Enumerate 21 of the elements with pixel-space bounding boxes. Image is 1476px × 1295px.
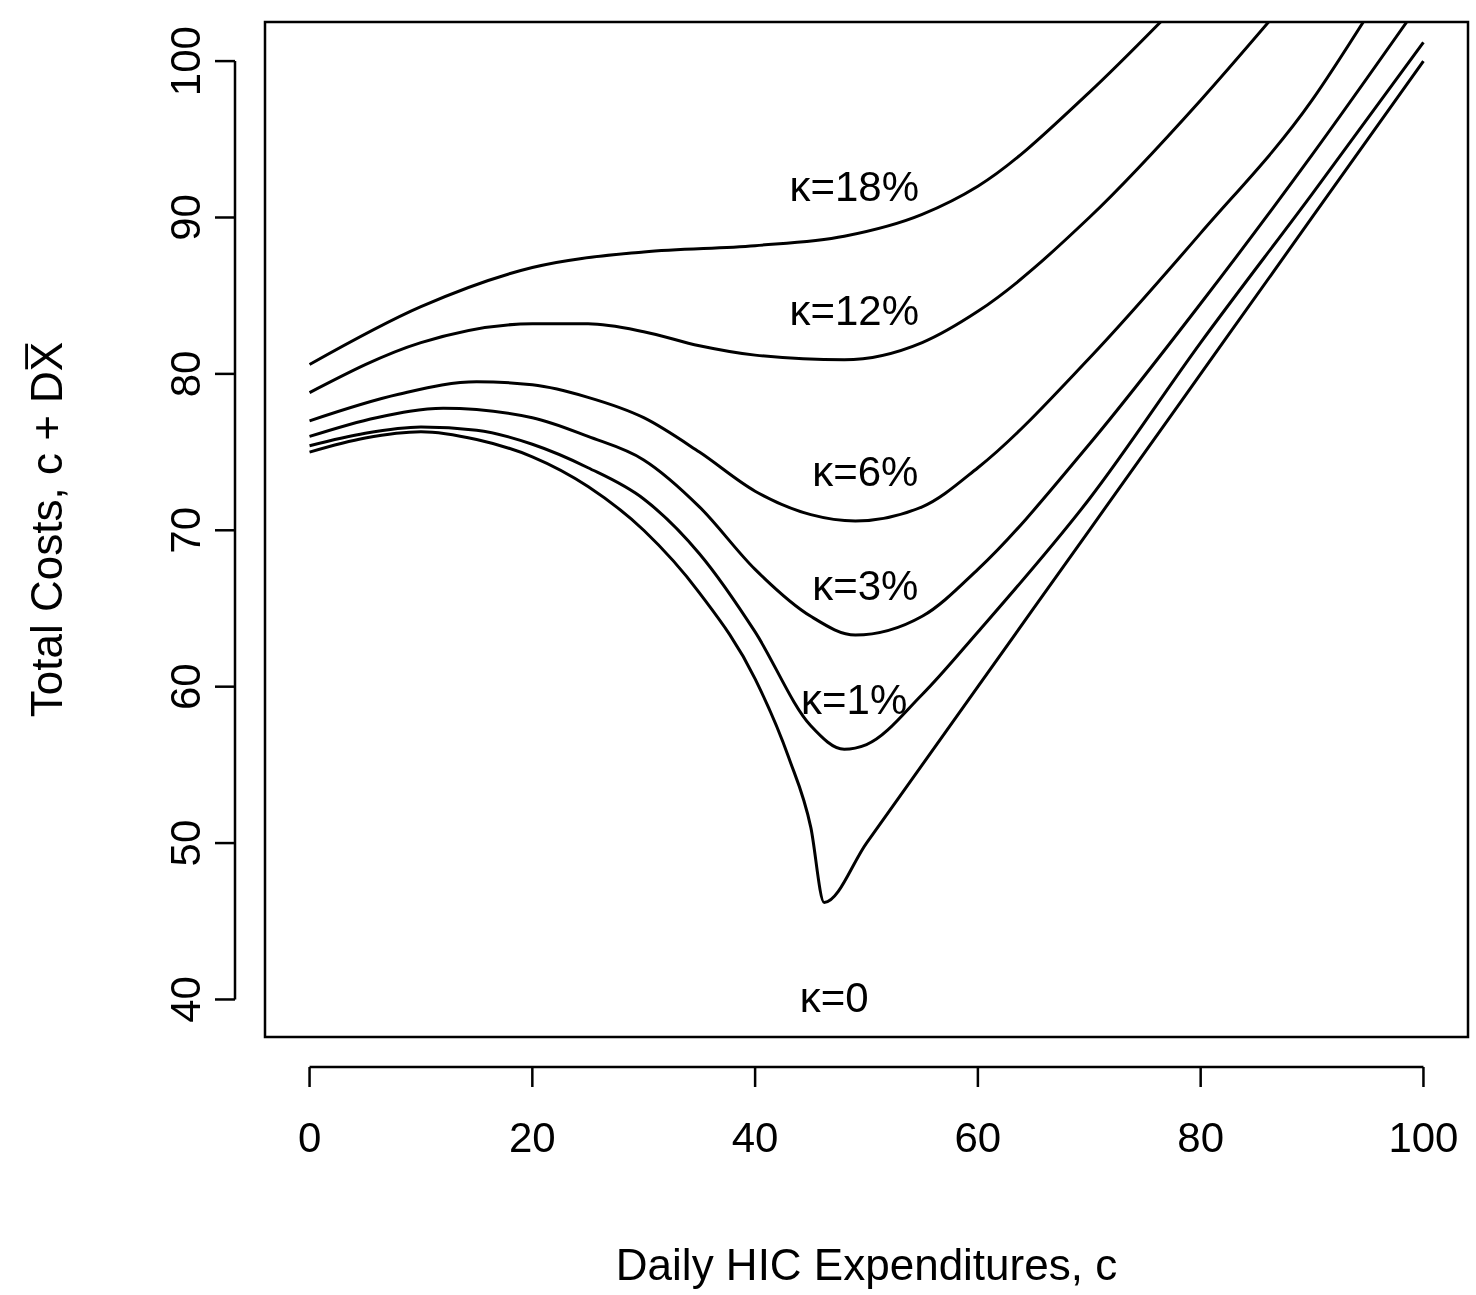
y-tick-label: 90 bbox=[162, 194, 209, 241]
y-tick-label: 100 bbox=[162, 26, 209, 97]
x-axis-title: Daily HIC Expenditures, c bbox=[615, 1240, 1118, 1289]
series-label: κ=12% bbox=[789, 286, 920, 334]
y-tick-label: 60 bbox=[162, 663, 209, 711]
y-tick-label: 70 bbox=[162, 506, 209, 554]
series-label: κ=1% bbox=[801, 675, 908, 723]
series-label: κ=3% bbox=[812, 561, 919, 609]
x-tick-label: 40 bbox=[731, 1114, 779, 1161]
x-tick-label: 20 bbox=[508, 1114, 556, 1161]
series-label: κ=6% bbox=[812, 447, 919, 495]
y-tick-label: 80 bbox=[162, 350, 209, 398]
series-label: κ=18% bbox=[789, 162, 920, 210]
x-tick-label: 80 bbox=[1177, 1114, 1225, 1161]
y-tick-label: 50 bbox=[162, 819, 209, 867]
x-tick-label: 60 bbox=[954, 1114, 1002, 1161]
y-tick-label: 40 bbox=[162, 976, 209, 1023]
x-tick-label: 0 bbox=[297, 1114, 322, 1161]
series-label: κ=0 bbox=[799, 974, 869, 1022]
y-axis-title: Total Costs, c + DX̅ bbox=[22, 341, 71, 718]
x-tick-label: 100 bbox=[1388, 1114, 1459, 1161]
